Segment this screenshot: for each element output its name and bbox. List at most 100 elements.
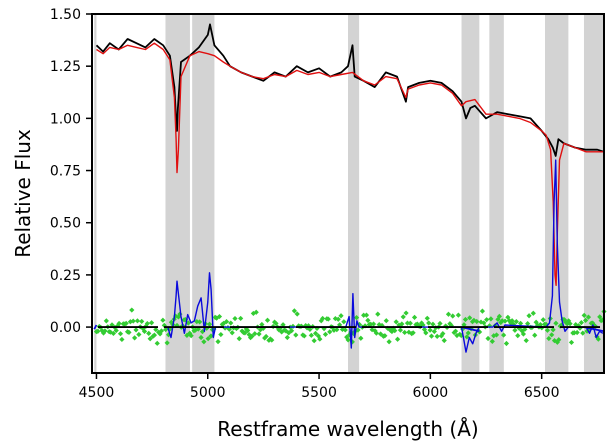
masked-region xyxy=(583,14,604,373)
residual-point xyxy=(351,331,357,337)
residual-point xyxy=(532,332,538,338)
residual-point xyxy=(584,328,590,334)
residual-point xyxy=(117,331,124,337)
residual-point xyxy=(148,320,155,326)
residual-point xyxy=(305,323,312,329)
residual-point xyxy=(249,333,255,339)
residual-point xyxy=(553,320,559,326)
residual-point xyxy=(246,331,252,338)
residual-point xyxy=(151,332,158,338)
residual-point xyxy=(264,317,271,323)
residual-point xyxy=(168,319,174,325)
residual-point xyxy=(226,326,232,332)
residual-point xyxy=(583,317,589,324)
residual-point xyxy=(424,315,430,321)
residual-point xyxy=(517,320,524,326)
y-tick-label: 1.00 xyxy=(50,111,81,127)
y-tick-label: 0.75 xyxy=(50,164,81,180)
residual-point xyxy=(349,339,355,345)
residual-point xyxy=(232,315,238,322)
residual-point xyxy=(431,328,437,335)
residual-point xyxy=(245,327,251,334)
residual-point xyxy=(383,318,389,324)
residual-point xyxy=(520,331,527,337)
residual-point xyxy=(345,337,351,343)
residual-point xyxy=(478,319,484,325)
residual-point xyxy=(247,335,254,341)
residual-point xyxy=(126,329,132,335)
residual-point xyxy=(554,339,560,345)
residual-point xyxy=(184,332,190,338)
residual-point xyxy=(164,340,170,346)
residual-point xyxy=(568,339,575,346)
residual-point xyxy=(342,327,348,333)
residual-point xyxy=(546,335,552,342)
residual-point xyxy=(386,339,392,345)
residual-point xyxy=(206,321,213,327)
residual-point xyxy=(434,333,440,339)
residual-point xyxy=(454,332,460,339)
residual-point xyxy=(523,337,529,344)
residual-point xyxy=(567,321,573,327)
spectrum-lines xyxy=(93,23,605,353)
residual-point xyxy=(238,315,244,322)
y-tick-label: 1.25 xyxy=(50,59,81,75)
residual-point xyxy=(358,335,364,341)
residual-point xyxy=(378,331,384,337)
residual-point xyxy=(199,329,206,335)
residual-point xyxy=(595,336,601,342)
residual-point xyxy=(484,317,490,323)
residual-point xyxy=(370,321,377,327)
residual-point xyxy=(564,321,570,327)
residual-point xyxy=(573,322,579,328)
residual-point xyxy=(158,328,165,334)
residual-point xyxy=(525,320,531,327)
residual-point xyxy=(130,318,136,324)
residual-point xyxy=(317,336,323,342)
residual-point xyxy=(165,332,172,338)
residual-point xyxy=(375,311,381,317)
masked-region xyxy=(165,14,190,373)
residual-point xyxy=(445,311,452,317)
x-tick-label: 6500 xyxy=(524,385,560,401)
residual-point xyxy=(597,314,603,320)
residual-point xyxy=(522,326,528,332)
residual-point xyxy=(441,337,447,344)
residual-point xyxy=(116,320,122,327)
masked-region xyxy=(348,14,360,373)
residual-point xyxy=(188,333,194,339)
residual-point xyxy=(273,320,279,327)
x-axis-ticks: 4500 5000 5500 6000 6500 xyxy=(79,373,560,401)
residual-points xyxy=(93,307,607,347)
residual-point xyxy=(509,318,515,324)
residual-point xyxy=(406,329,412,335)
residual-point xyxy=(462,316,469,323)
residual-point xyxy=(590,320,596,326)
residual-point xyxy=(550,327,556,333)
residual-point xyxy=(363,312,370,318)
x-tick-label: 4500 xyxy=(79,385,115,401)
residual-point xyxy=(327,329,333,335)
residual-point xyxy=(428,333,435,339)
residual-point xyxy=(407,320,413,326)
residual-point xyxy=(394,336,401,342)
residual-point xyxy=(260,325,266,332)
residual-point xyxy=(113,327,119,334)
residual-point xyxy=(515,333,521,339)
residual-point xyxy=(393,319,399,325)
residual-point xyxy=(228,320,234,326)
residual-point xyxy=(216,313,223,320)
residual-point xyxy=(355,327,361,333)
residual-point xyxy=(136,331,142,338)
residual-point xyxy=(144,320,150,327)
residual-point xyxy=(157,331,163,337)
residual-point xyxy=(154,340,160,346)
residual-point xyxy=(503,340,510,347)
residual-point xyxy=(259,321,265,328)
residual-point xyxy=(293,332,299,338)
residual-point xyxy=(353,315,360,321)
residual-point xyxy=(103,318,109,324)
residual-point xyxy=(502,318,508,324)
residual-point xyxy=(489,338,495,344)
masked-region xyxy=(94,14,97,373)
